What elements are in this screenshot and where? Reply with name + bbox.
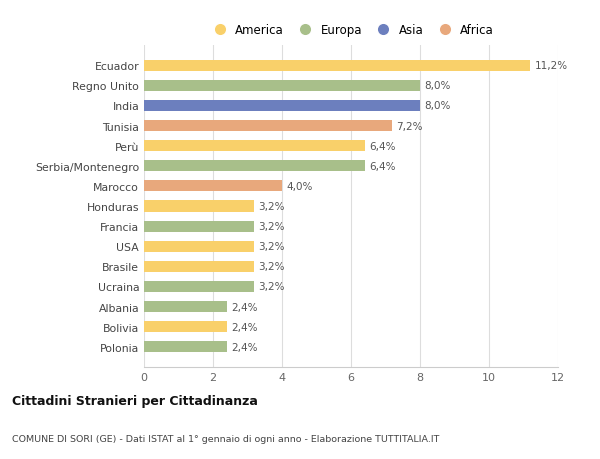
Bar xyxy=(144,341,227,353)
Text: 7,2%: 7,2% xyxy=(397,121,423,131)
Text: 3,2%: 3,2% xyxy=(259,222,285,232)
Bar xyxy=(144,141,365,152)
Bar xyxy=(144,241,254,252)
Bar xyxy=(144,81,420,92)
Text: Cittadini Stranieri per Cittadinanza: Cittadini Stranieri per Cittadinanza xyxy=(12,394,258,407)
Text: 8,0%: 8,0% xyxy=(424,101,451,111)
Bar xyxy=(144,321,227,332)
Bar xyxy=(144,221,254,232)
Text: 2,4%: 2,4% xyxy=(231,322,257,332)
Bar xyxy=(144,101,420,112)
Bar xyxy=(144,181,282,192)
Text: 6,4%: 6,4% xyxy=(369,162,395,171)
Text: 3,2%: 3,2% xyxy=(259,242,285,252)
Bar xyxy=(144,302,227,313)
Text: 6,4%: 6,4% xyxy=(369,141,395,151)
Text: COMUNE DI SORI (GE) - Dati ISTAT al 1° gennaio di ogni anno - Elaborazione TUTTI: COMUNE DI SORI (GE) - Dati ISTAT al 1° g… xyxy=(12,434,439,442)
Legend: America, Europa, Asia, Africa: America, Europa, Asia, Africa xyxy=(203,20,499,42)
Bar xyxy=(144,121,392,132)
Text: 11,2%: 11,2% xyxy=(535,61,568,71)
Bar xyxy=(144,161,365,172)
Text: 3,2%: 3,2% xyxy=(259,282,285,292)
Text: 3,2%: 3,2% xyxy=(259,202,285,212)
Text: 8,0%: 8,0% xyxy=(424,81,451,91)
Text: 4,0%: 4,0% xyxy=(286,181,313,191)
Text: 3,2%: 3,2% xyxy=(259,262,285,272)
Bar xyxy=(144,201,254,212)
Bar xyxy=(144,281,254,292)
Text: 2,4%: 2,4% xyxy=(231,302,257,312)
Text: 2,4%: 2,4% xyxy=(231,342,257,352)
Bar xyxy=(144,61,530,72)
Bar xyxy=(144,261,254,272)
